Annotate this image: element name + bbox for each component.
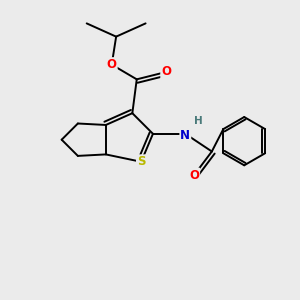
Text: O: O	[189, 169, 199, 182]
Text: S: S	[137, 155, 146, 168]
Text: O: O	[107, 58, 117, 71]
Text: H: H	[194, 116, 203, 126]
Text: O: O	[161, 65, 171, 79]
Text: N: N	[180, 129, 190, 142]
